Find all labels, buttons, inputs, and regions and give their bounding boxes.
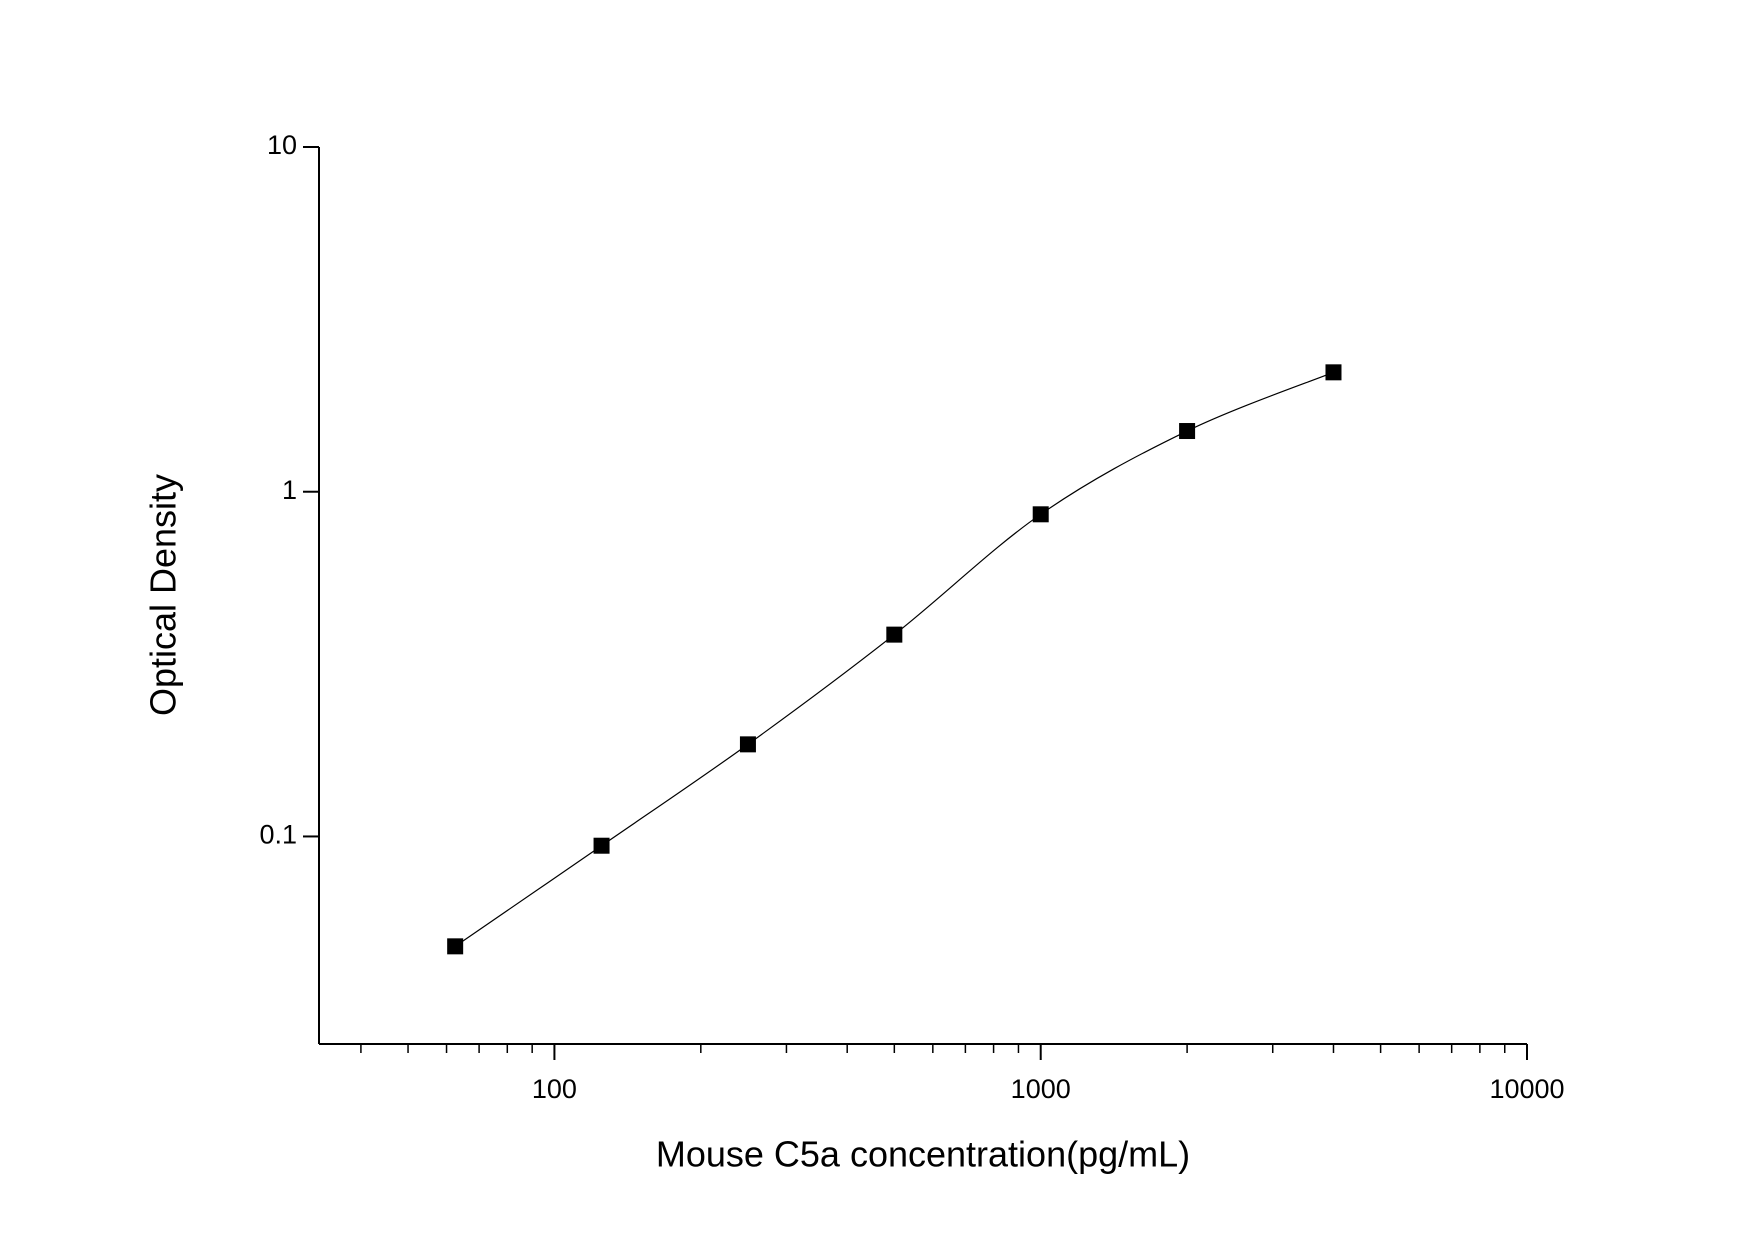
y-axis-label: Optical Density <box>143 474 184 716</box>
y-tick-label: 0.1 <box>259 820 297 850</box>
data-point <box>1179 423 1196 440</box>
data-point <box>593 837 610 854</box>
y-tick-label: 10 <box>267 130 297 160</box>
data-point <box>886 626 903 643</box>
fit-curve <box>454 371 1334 947</box>
x-tick-label: 100 <box>532 1074 577 1104</box>
x-tick-label: 1000 <box>1011 1074 1071 1104</box>
x-axis-label: Mouse C5a concentration(pg/mL) <box>656 1134 1190 1175</box>
y-tick-label: 1 <box>282 475 297 505</box>
data-point <box>1325 364 1342 381</box>
data-point <box>739 736 756 753</box>
data-point <box>447 938 464 955</box>
data-point <box>1032 506 1049 523</box>
x-tick-label: 10000 <box>1489 1074 1564 1104</box>
